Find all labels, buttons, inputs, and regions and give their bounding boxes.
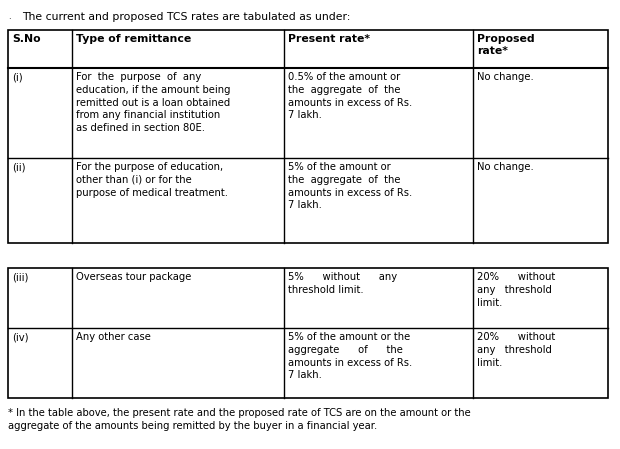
Text: (ii): (ii) [12, 162, 25, 172]
Text: The current and proposed TCS rates are tabulated as under:: The current and proposed TCS rates are t… [22, 12, 350, 22]
Text: (iii): (iii) [12, 272, 29, 282]
Bar [8, 268, 608, 398]
Text: For  the  purpose  of  any
education, if the amount being
remitted out is a loan: For the purpose of any education, if the… [76, 72, 231, 133]
Text: 20%      without
any   threshold
limit.: 20% without any threshold limit. [477, 272, 556, 308]
Text: No change.: No change. [477, 162, 534, 172]
Text: .: . [8, 12, 11, 21]
Text: No change.: No change. [477, 72, 534, 82]
Text: * In the table above, the present rate and the proposed rate of TCS are on the a: * In the table above, the present rate a… [8, 408, 471, 431]
Text: 20%      without
any   threshold
limit.: 20% without any threshold limit. [477, 332, 556, 368]
Text: For the purpose of education,
other than (i) or for the
purpose of medical treat: For the purpose of education, other than… [76, 162, 228, 198]
Text: 5% of the amount or the
aggregate      of      the
amounts in excess of Rs.
7 la: 5% of the amount or the aggregate of the… [288, 332, 412, 380]
Text: Any other case: Any other case [76, 332, 151, 342]
Text: 5%      without      any
threshold limit.: 5% without any threshold limit. [288, 272, 397, 295]
Text: S.No: S.No [12, 34, 41, 44]
Text: Overseas tour package: Overseas tour package [76, 272, 192, 282]
Bar [8, 30, 608, 243]
Text: (iv): (iv) [12, 332, 29, 342]
Text: (i): (i) [12, 72, 22, 82]
Text: 5% of the amount or
the  aggregate  of  the
amounts in excess of Rs.
7 lakh.: 5% of the amount or the aggregate of the… [288, 162, 412, 211]
Text: Present rate*: Present rate* [288, 34, 370, 44]
Text: 0.5% of the amount or
the  aggregate  of  the
amounts in excess of Rs.
7 lakh.: 0.5% of the amount or the aggregate of t… [288, 72, 412, 120]
Text: Proposed
rate*: Proposed rate* [477, 34, 534, 57]
Text: Type of remittance: Type of remittance [76, 34, 191, 44]
